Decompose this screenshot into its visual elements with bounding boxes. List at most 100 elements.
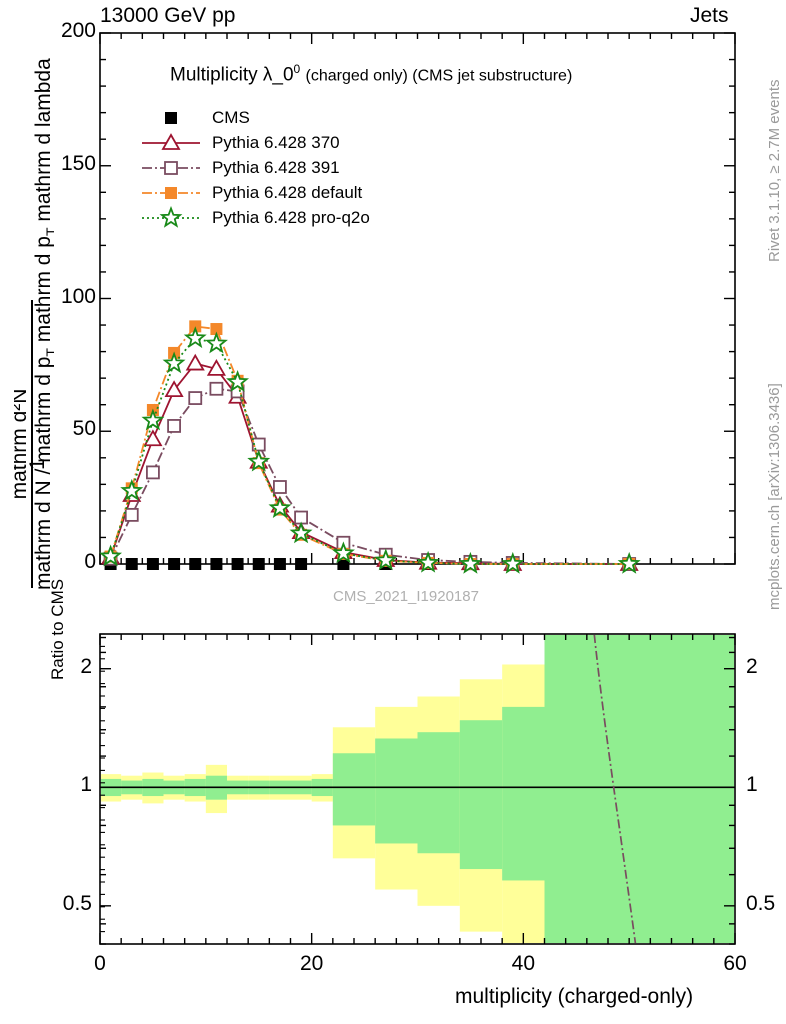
- ratio-y-tick-label-right-1: 1: [746, 773, 758, 797]
- legend-label-cms: CMS: [212, 108, 250, 127]
- legend-marker-pq2o: [159, 206, 183, 228]
- ratio-panel-graphics: [99, 633, 736, 945]
- series-marker-cms: [252, 558, 265, 570]
- legend-symbol-cms: [140, 106, 202, 131]
- series-marker-cms: [168, 558, 181, 570]
- y-tick-label-0: 0: [84, 550, 96, 573]
- series-marker-pythia-6-428-pro-q2o: [416, 550, 440, 573]
- series-marker-pythia-6-428-391: [146, 465, 160, 480]
- ratio-y-tick-label-left-2: 2: [80, 654, 92, 678]
- header-analysis-category: Jets: [690, 4, 729, 27]
- series-marker-pythia-6-428-pro-q2o: [458, 551, 482, 574]
- title-superscript: 0: [293, 62, 301, 76]
- main-panel-graphics: [99, 32, 736, 574]
- series-marker-pythia-6-428-391: [124, 507, 139, 522]
- series-marker-cms: [337, 558, 350, 570]
- x-tick-label-60: 60: [723, 952, 747, 975]
- ratio-inner-uncertainty-band: [417, 732, 460, 854]
- series-marker-pythia-6-428-391: [167, 419, 181, 433]
- series-marker-pythia-6-428-pro-q2o: [501, 551, 525, 574]
- x-axis-tick-labels: 0 20 40 60: [0, 952, 786, 984]
- series-marker-cms: [125, 558, 138, 570]
- series-line-pythia-6-428-pro-q2o: [109, 337, 630, 565]
- rivet-version-label: Rivet 3.1.10, ≥ 2.7M events: [766, 79, 783, 263]
- y-axis-denominator: mathrm d N / mathrm d pT mathrm d pT mat…: [32, 58, 54, 590]
- x-tick-label-20: 20: [299, 952, 324, 975]
- series-line-pythia-6-428-default: [109, 325, 630, 565]
- x-axis-title: multiplicity (charged-only): [455, 985, 694, 1008]
- ratio-inner-uncertainty-band: [332, 753, 376, 826]
- y-tick-label-50: 50: [72, 417, 96, 441]
- y-tick-label-200: 200: [60, 19, 96, 42]
- legend-symbol-p370: [140, 131, 202, 156]
- y-axis-numerator-one: 1: [26, 458, 49, 470]
- legend-marker-pdef: [165, 187, 177, 199]
- series-line-pythia-6-428-391: [109, 387, 630, 565]
- series-marker-pythia-6-428-391: [273, 480, 287, 494]
- ratio-y-tick-label-left-0.5: 0.5: [62, 891, 92, 915]
- legend-symbol-p391: [140, 156, 202, 181]
- series-marker-pythia-6-428-370: [206, 359, 226, 376]
- mcplots-reference-label: mcplots.cern.ch [arXiv:1306.3436]: [766, 383, 783, 610]
- header-beam-info: 13000 GeV pp: [100, 4, 236, 27]
- series-marker-pythia-6-428-391: [209, 381, 224, 396]
- series-marker-pythia-6-428-pro-q2o: [247, 449, 271, 472]
- series-marker-cms: [273, 558, 286, 570]
- series-marker-pythia-6-428-default: [189, 320, 202, 333]
- legend-marker-cms: [165, 112, 177, 124]
- y-tick-label-150: 150: [60, 151, 96, 175]
- series-marker-pythia-6-428-pro-q2o: [289, 521, 313, 544]
- series-marker-cms: [231, 558, 244, 570]
- series-marker-pythia-6-428-pro-q2o: [162, 351, 186, 374]
- series-marker-pythia-6-428-pro-q2o: [617, 551, 641, 574]
- x-tick-label-0: 0: [94, 952, 106, 975]
- legend-symbol-pdef: [140, 181, 202, 206]
- series-marker-pythia-6-428-pro-q2o: [99, 544, 123, 567]
- series-marker-pythia-6-428-pro-q2o: [268, 496, 292, 518]
- ratio-inner-uncertainty-band: [375, 738, 418, 844]
- series-marker-pythia-6-428-370: [185, 353, 205, 371]
- ratio-y-axis-tick-labels-right: 0.5 1 2: [742, 620, 786, 950]
- ratio-y-tick-label-right-0.5: 0.5: [746, 891, 776, 915]
- series-marker-pythia-6-428-pro-q2o: [120, 478, 144, 501]
- title-prefix: Multiplicity λ_0: [170, 64, 294, 86]
- analysis-id-watermark: CMS_2021_I1920187: [333, 588, 479, 605]
- series-marker-pythia-6-428-pro-q2o: [183, 326, 207, 349]
- legend-label-pdef: Pythia 6.428 default: [212, 183, 363, 202]
- series-marker-cms: [295, 558, 308, 570]
- legend-label-pq2o: Pythia 6.428 pro-q2o: [212, 208, 370, 227]
- series-marker-pythia-6-428-370: [143, 429, 163, 447]
- series-marker-cms: [210, 558, 223, 570]
- ratio-y-tick-label-right-2: 2: [746, 654, 758, 678]
- series-marker-cms: [146, 558, 159, 570]
- series-marker-pythia-6-428-370: [164, 380, 184, 397]
- series-marker-pythia-6-428-pro-q2o: [331, 541, 355, 564]
- y-axis-tick-labels: 0 50 100 150 200: [30, 0, 96, 600]
- ratio-y-axis-title: Ratio to CMS: [48, 578, 67, 680]
- series-marker-cms: [189, 558, 202, 570]
- x-tick-label-40: 40: [511, 952, 535, 975]
- ratio-inner-uncertainty-band: [544, 635, 734, 943]
- series-marker-pythia-6-428-pro-q2o: [374, 548, 398, 571]
- ratio-inner-uncertainty-band: [459, 720, 503, 870]
- ratio-inner-uncertainty-band: [502, 706, 545, 881]
- series-marker-pythia-6-428-pro-q2o: [141, 408, 165, 431]
- title-suffix: (charged only) (CMS jet substructure): [305, 67, 573, 85]
- legend-marker-p370: [161, 133, 181, 150]
- legend-label-p370: Pythia 6.428 370: [212, 133, 340, 152]
- series-marker-pythia-6-428-default: [210, 323, 223, 336]
- legend-symbol-pq2o: [140, 206, 202, 231]
- series-marker-pythia-6-428-pro-q2o: [204, 331, 228, 354]
- ratio-y-axis-tick-labels-left: 0.5 1 2: [30, 620, 96, 950]
- y-axis-numerator: mathrm d²N: [14, 389, 31, 500]
- legend-label-p391: Pythia 6.428 391: [212, 158, 340, 177]
- ratio-y-tick-label-left-1: 1: [80, 773, 92, 797]
- plot-title: Multiplicity λ_00 (charged only) (CMS je…: [170, 62, 572, 86]
- series-marker-pythia-6-428-pro-q2o: [226, 370, 250, 392]
- y-axis-title: mathrm d²N mathrm d N / mathrm d pT math…: [14, 0, 54, 620]
- y-tick-label-100: 100: [60, 284, 96, 308]
- series-marker-pythia-6-428-391: [188, 391, 203, 405]
- legend-marker-p391: [164, 161, 178, 175]
